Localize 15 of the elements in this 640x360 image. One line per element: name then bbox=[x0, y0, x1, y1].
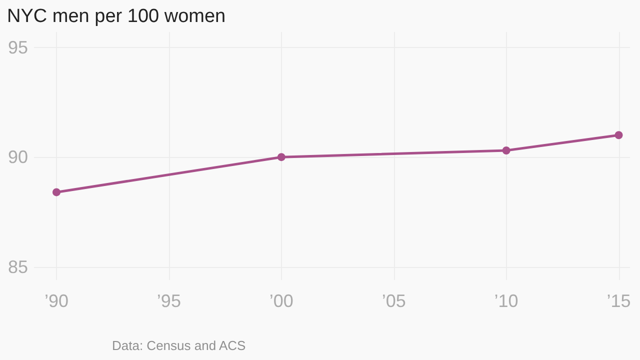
x-tick-label: ’10 bbox=[494, 291, 518, 311]
point bbox=[277, 153, 286, 162]
x-tick-label: ’15 bbox=[606, 291, 631, 311]
x-tick-label: ’95 bbox=[156, 291, 181, 311]
point bbox=[614, 131, 623, 140]
text: Data: Census and ACS bbox=[112, 338, 246, 353]
y-tick-label: 90 bbox=[8, 147, 28, 168]
x-tick-label: ’90 bbox=[44, 291, 69, 311]
x-tick-label: ’00 bbox=[269, 291, 294, 311]
point bbox=[502, 146, 510, 155]
point bbox=[52, 188, 60, 196]
x-tick-label: ’05 bbox=[382, 291, 406, 311]
y-tick-label: 95 bbox=[8, 37, 28, 58]
chart-title: NYC men per 100 women bbox=[7, 6, 226, 27]
y-tick-label: 85 bbox=[8, 256, 28, 277]
